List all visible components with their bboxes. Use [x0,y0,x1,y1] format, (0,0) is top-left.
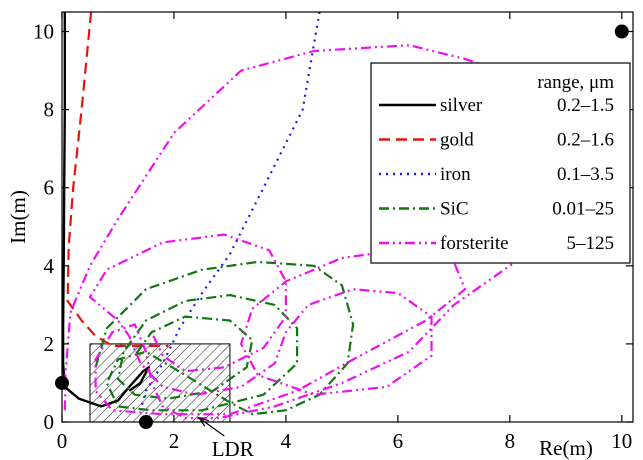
ldr-label: LDR [212,437,254,460]
x-tick-label: 6 [393,429,404,453]
legend-range-silver: 0.2–1.5 [557,95,614,116]
x-tick-label: 2 [169,429,180,453]
y-tick-label: 10 [33,20,54,44]
x-tick-label: 4 [281,429,292,453]
legend-range-gold: 0.2–1.6 [557,130,614,151]
x-tick-label: 10 [611,429,632,453]
series-silver-line [62,12,151,408]
legend-range-sic: 0.01–25 [552,199,614,220]
legend-label-silver: silver [440,95,483,116]
series-gold-line [66,12,169,347]
y-tick-label: 2 [44,332,55,356]
series-forsterite-line [63,44,601,420]
legend-range-forsterite: 5–125 [567,233,615,254]
legend-range-iron: 0.1–3.5 [557,164,614,185]
x-tick-label: 8 [505,429,516,453]
x-tick-label: 0 [57,429,68,453]
legend-box [370,62,631,264]
ldr-arrow [198,417,225,437]
y-tick-label: 4 [44,254,55,278]
legend-header: range, μm [537,72,614,93]
y-tick-label: 0 [44,410,55,434]
legend-label-forsterite: forsterite [440,233,509,254]
legend: range, μm silver 0.2–1.5 gold 0.2–1.6 iron 0.1… [370,62,631,264]
legend-label-sic: SiC [440,199,469,220]
series-iron-line [139,12,321,411]
y-tick-label: 8 [44,98,55,122]
y-axis-label: Im(m) [6,190,30,244]
y-tick-label: 6 [44,176,55,200]
ldr-arrowhead [197,416,209,427]
x-axis-label: Re(m) [539,436,593,460]
legend-label-gold: gold [440,130,474,151]
legend-label-iron: iron [440,164,471,185]
plot-frame [61,11,634,423]
marker-point [614,24,629,39]
